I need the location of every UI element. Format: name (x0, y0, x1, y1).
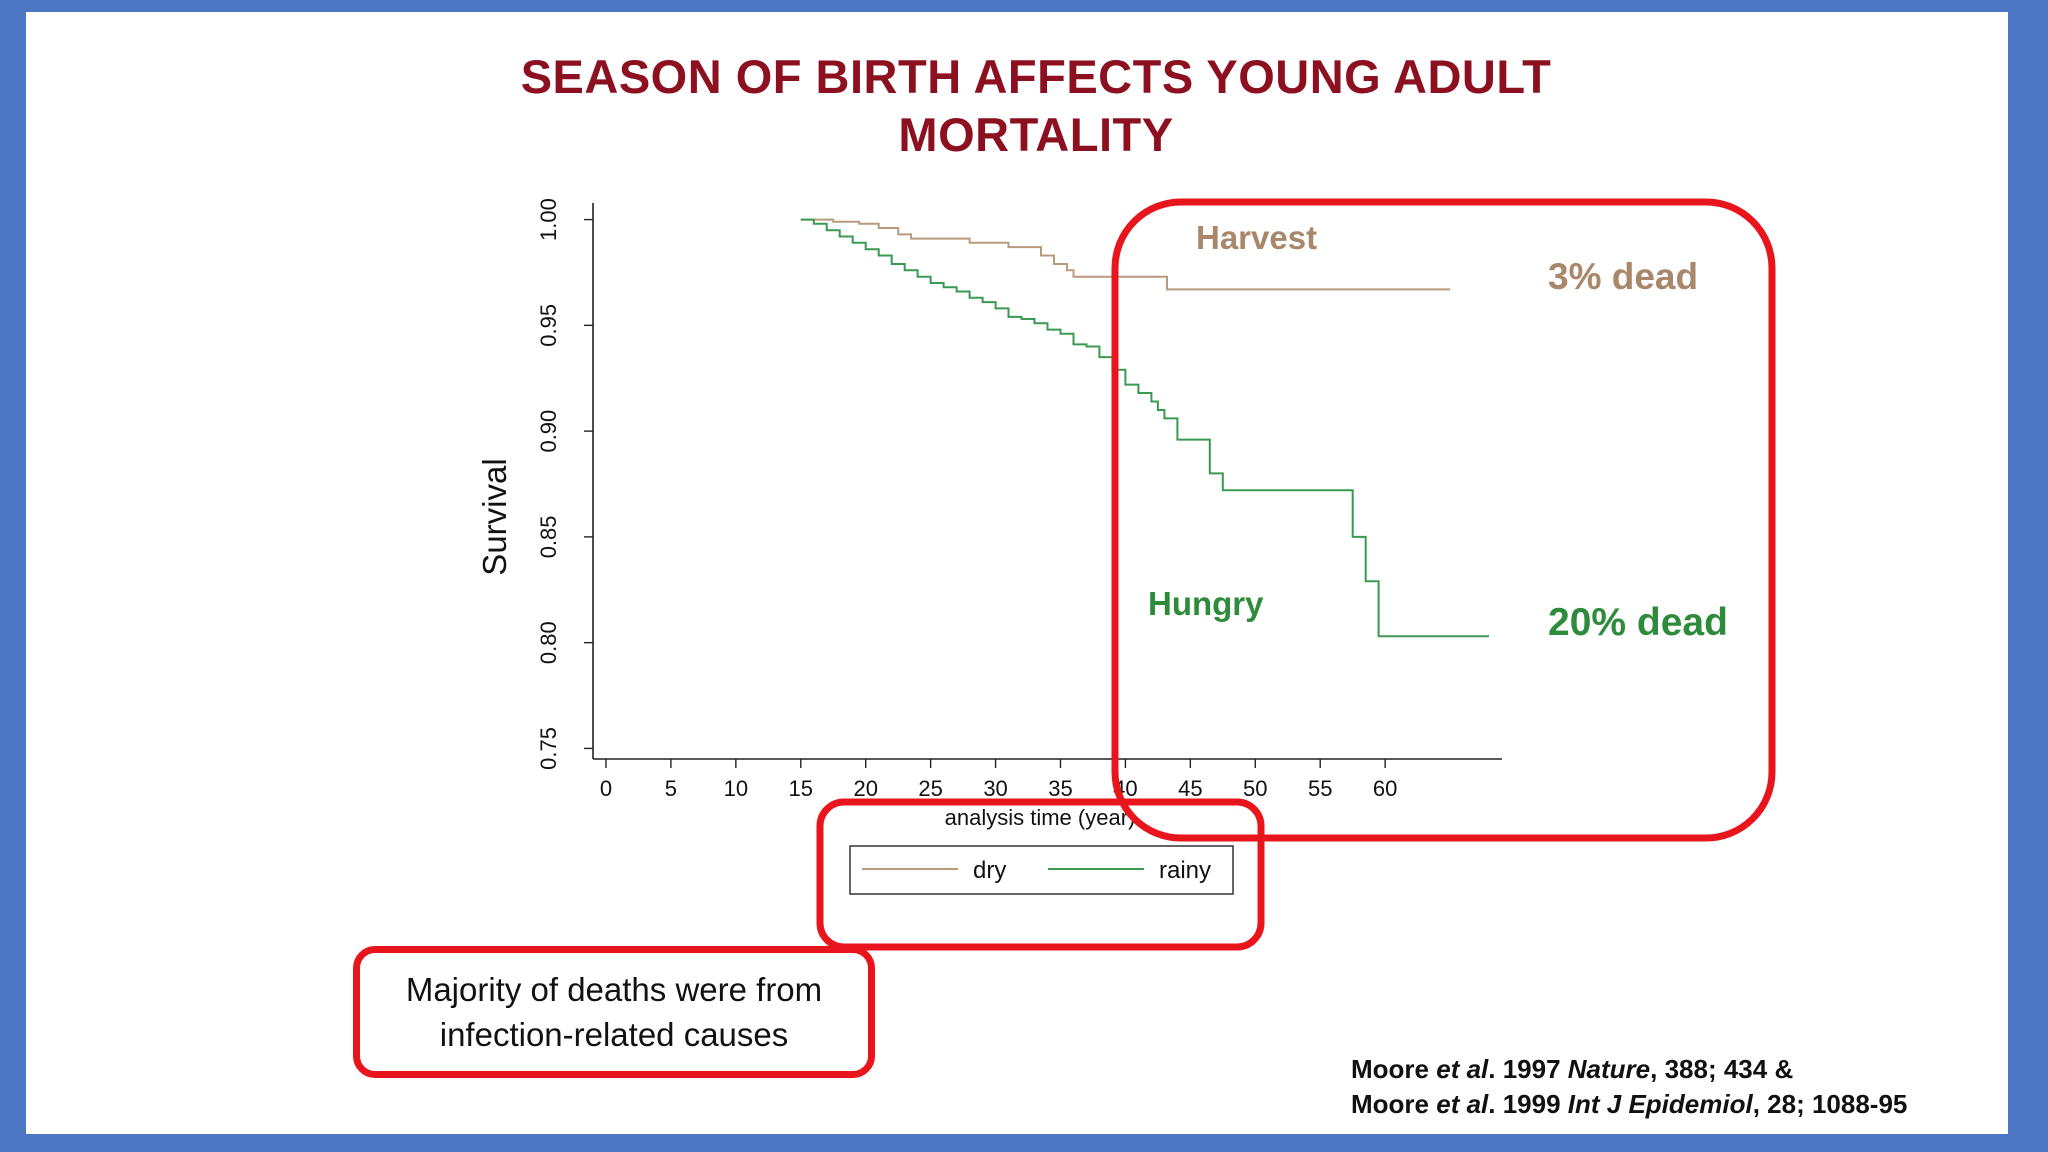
note-line-1: Majority of deaths were from (405, 971, 823, 1008)
survival-curve-dry (800, 218, 1451, 291)
annotation-hungry-dead: 20% dead (1548, 601, 1728, 644)
highlight-box-legend (816, 798, 1265, 951)
x-tick-label: 55 (1308, 776, 1332, 801)
y-tick-label: 0.85 (536, 515, 561, 558)
x-tick-label: 25 (918, 776, 942, 801)
citation-1: Moore et al. 1997 Nature, 388; 434 & (1351, 1054, 1794, 1084)
slide: SEASON OF BIRTH AFFECTS YOUNG ADULT MORT… (26, 12, 2008, 1134)
citation-2: Moore et al. 1999 Int J Epidemiol, 28; 1… (1351, 1089, 1908, 1119)
x-tick-label: 45 (1178, 776, 1202, 801)
slide-title-line-2: MORTALITY (898, 108, 1174, 161)
x-axis-title: analysis time (year) (945, 805, 1136, 830)
y-tick-label: 0.75 (536, 727, 561, 770)
y-tick-label: 0.90 (536, 410, 561, 453)
x-tick-label: 10 (724, 776, 748, 801)
slide-title-line-1: SEASON OF BIRTH AFFECTS YOUNG ADULT (520, 50, 1552, 103)
annotation-harvest: Harvest (1196, 219, 1317, 256)
y-axis-title: Survival (476, 458, 513, 575)
legend-label-rainy: rainy (1159, 857, 1211, 884)
survival-curve-rainy (800, 218, 1489, 638)
x-tick-label: 50 (1243, 776, 1267, 801)
x-tick-label: 0 (600, 776, 612, 801)
x-tick-label: 60 (1373, 776, 1397, 801)
y-tick-label: 1.00 (536, 198, 561, 241)
y-tick-label: 0.95 (536, 304, 561, 347)
highlight-box-annotations (1111, 198, 1776, 842)
note-line-2: infection-related causes (439, 1016, 789, 1053)
survival-chart: 0 5 10 15 20 25 30 35 40 45 50 55 600.750.800.850.90… (476, 198, 1776, 951)
annotation-harvest-dead: 3% dead (1548, 256, 1698, 297)
x-tick-label: 15 (789, 776, 813, 801)
x-tick-label: 5 (665, 776, 677, 801)
x-tick-label: 20 (853, 776, 877, 801)
annotation-hungry: Hungry (1148, 585, 1264, 622)
x-tick-label: 30 (983, 776, 1007, 801)
note-box: Majority of deaths were from infection-r… (353, 946, 875, 1078)
x-tick-label: 35 (1048, 776, 1072, 801)
legend-label-dry: dry (973, 857, 1006, 884)
y-tick-label: 0.80 (536, 621, 561, 664)
